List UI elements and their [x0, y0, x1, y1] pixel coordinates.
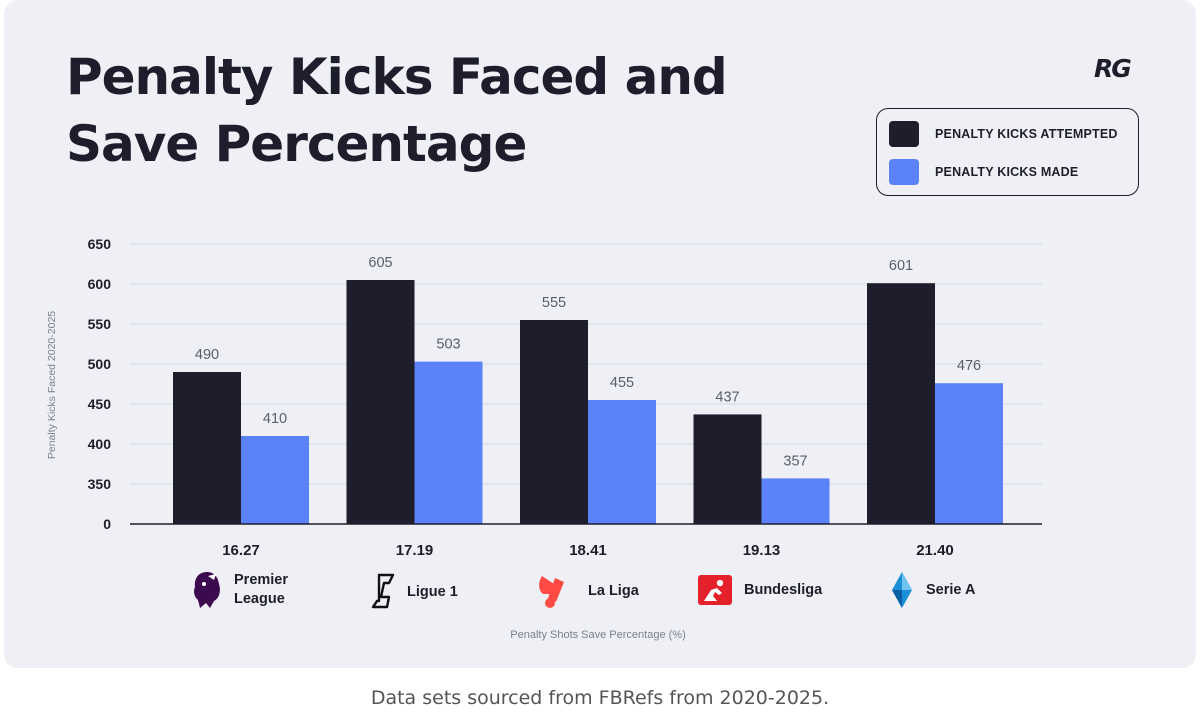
- league-premier-league: Premier League: [190, 570, 304, 610]
- title-line-2: Save Percentage: [66, 115, 527, 173]
- legend-item-made: PENALTY KICKS MADE: [889, 159, 1078, 185]
- data-label: 410: [263, 411, 287, 427]
- y-tick-label: 550: [88, 316, 112, 332]
- league-name: Ligue 1: [407, 583, 458, 600]
- legend-swatch-made: [889, 159, 919, 185]
- premier-league-lion-icon: [194, 572, 220, 608]
- y-axis-title: Penalty Kicks Faced 2020-2025: [46, 311, 58, 459]
- x-tick-label: 19.13: [743, 542, 781, 559]
- bundesliga-logo-icon: [698, 575, 732, 605]
- x-tick-label: 18.41: [569, 542, 607, 559]
- chart-title: Penalty Kicks Faced and Save Percentage: [66, 44, 728, 178]
- bar: [693, 414, 762, 524]
- y-tick-label: 650: [88, 236, 112, 252]
- x-tick-label: 16.27: [222, 542, 260, 559]
- rg-logo: RG: [1094, 54, 1132, 83]
- bar: [588, 400, 656, 524]
- ligue-1-logo-icon: [371, 573, 395, 609]
- league-bundesliga: Bundesliga: [697, 574, 822, 606]
- bar: [761, 478, 830, 524]
- data-label: 490: [195, 347, 219, 363]
- bar: [520, 320, 588, 524]
- x-tick-label: 17.19: [396, 542, 434, 559]
- league-name: Premier League: [234, 572, 289, 607]
- league-name: Bundesliga: [744, 581, 823, 598]
- league-la-liga: La Liga: [534, 572, 639, 610]
- league-serie-a: Serie A: [888, 570, 975, 610]
- bar: [414, 361, 483, 524]
- data-label: 555: [542, 295, 566, 311]
- bar-chart: 0 350 400 450 500 550 600 650 Penalty Kicks Face…: [46, 236, 1042, 641]
- data-label: 455: [610, 375, 634, 391]
- bar: [173, 372, 241, 524]
- legend-swatch-attempted: [889, 121, 919, 147]
- y-tick-label: 450: [88, 396, 112, 412]
- league-ligue-1: Ligue 1: [369, 573, 458, 611]
- legend-label-made: PENALTY KICKS MADE: [935, 165, 1079, 179]
- caption: Data sets sourced from FBRefs from 2020-…: [370, 687, 830, 709]
- data-label: 476: [957, 358, 981, 374]
- league-name: Serie A: [926, 581, 976, 598]
- y-tick-label: 350: [88, 476, 112, 492]
- serie-a-shield-icon: [892, 572, 912, 608]
- bar: [241, 436, 309, 524]
- legend-label-attempted: PENALTY KICKS ATTEMPTED: [935, 127, 1118, 141]
- data-label: 503: [436, 337, 460, 353]
- y-tick-label: 0: [103, 516, 111, 532]
- league-name: La Liga: [588, 582, 639, 599]
- la-liga-logo-icon: [539, 576, 564, 608]
- bar: [935, 383, 1003, 524]
- data-label: 601: [889, 258, 913, 274]
- bar: [346, 280, 415, 524]
- bar: [867, 283, 935, 524]
- chart-card: [4, 0, 1196, 668]
- y-tick-label: 400: [88, 436, 112, 452]
- data-label: 605: [368, 255, 392, 271]
- y-tick-label: 600: [88, 276, 112, 292]
- x-tick-label: 21.40: [916, 542, 954, 559]
- data-label: 357: [783, 453, 807, 469]
- title-line-1: Penalty Kicks Faced and: [66, 48, 728, 106]
- y-tick-label: 500: [88, 356, 112, 372]
- data-label: 437: [715, 389, 739, 405]
- legend: PENALTY KICKS ATTEMPTED PENALTY KICKS MA…: [876, 108, 1139, 196]
- x-axis-title: Penalty Shots Save Percentage (%): [510, 629, 685, 641]
- legend-item-attempted: PENALTY KICKS ATTEMPTED: [889, 121, 1118, 147]
